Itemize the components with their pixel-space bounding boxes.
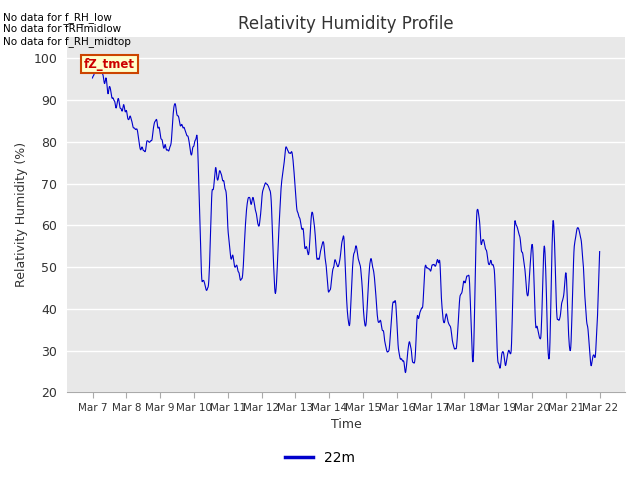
Text: No data for f̅RH̅midlow: No data for f̅RH̅midlow — [3, 24, 122, 34]
22m — [596, 249, 604, 254]
Text: fZ_tmet: fZ_tmet — [84, 58, 135, 71]
Text: No data for f_RH_midtop: No data for f_RH_midtop — [3, 36, 131, 47]
22m — [402, 370, 410, 375]
22m — [95, 55, 103, 61]
Title: Relativity Humidity Profile: Relativity Humidity Profile — [238, 15, 454, 33]
22m — [425, 266, 433, 272]
X-axis label: Time: Time — [331, 419, 362, 432]
22m — [492, 288, 499, 294]
Text: No data for f_RH_low: No data for f_RH_low — [3, 12, 112, 23]
22m — [189, 144, 197, 149]
22m — [202, 285, 209, 290]
22m — [536, 336, 544, 342]
Legend: 22m: 22m — [280, 445, 360, 471]
22m — [89, 75, 97, 81]
22m — [259, 190, 266, 196]
Y-axis label: Relativity Humidity (%): Relativity Humidity (%) — [15, 142, 28, 288]
Line: 22m: 22m — [93, 58, 600, 372]
